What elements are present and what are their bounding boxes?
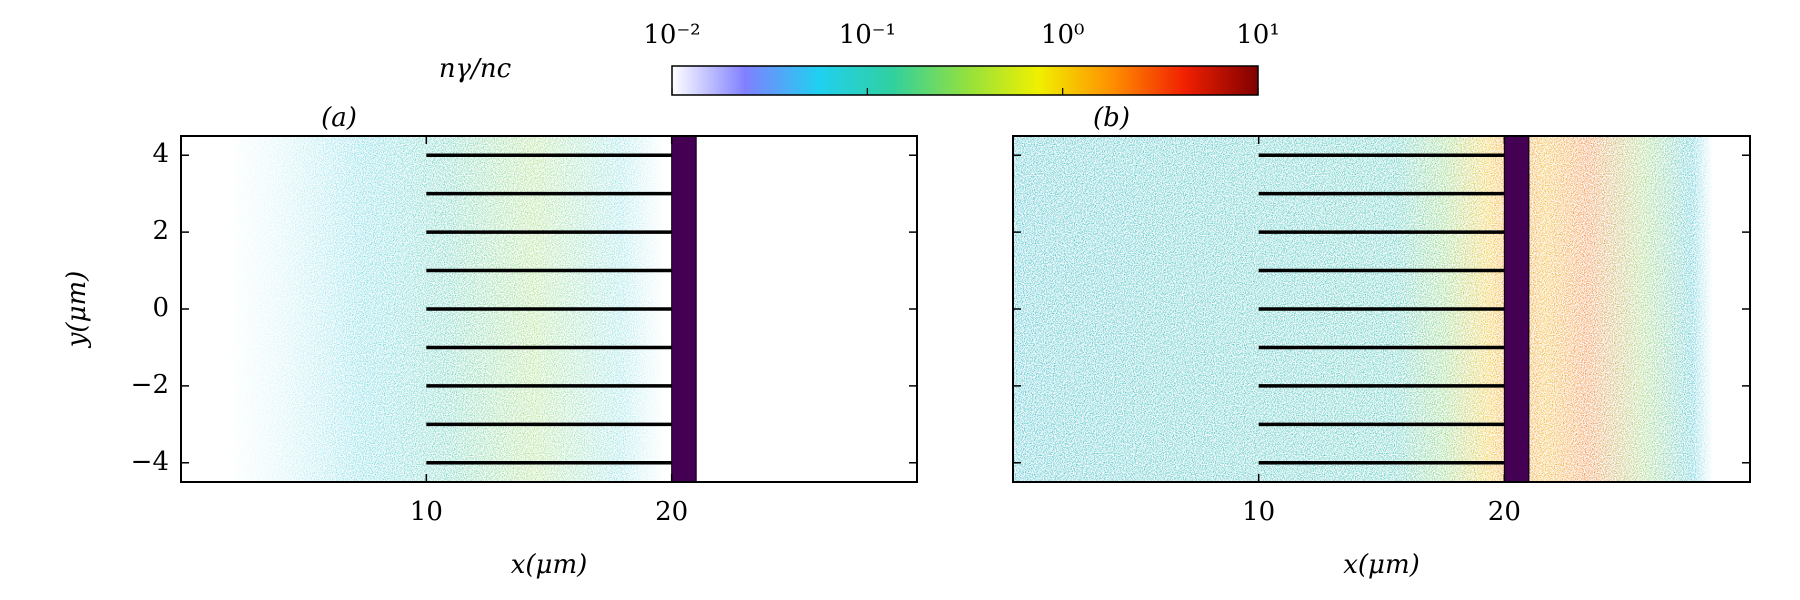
panel-label: (b) <box>1093 103 1130 133</box>
x-axis-label: x(μm) <box>1343 550 1420 580</box>
colorbar-tick-label: 10⁻² <box>643 20 700 50</box>
panel-label: (a) <box>321 103 357 133</box>
y-tick-label: −2 <box>131 370 169 400</box>
x-tick-label: 10 <box>1242 497 1275 527</box>
y-tick-label: 0 <box>152 293 169 323</box>
y-tick-label: 4 <box>152 139 169 169</box>
x-axis-label: x(μm) <box>511 550 588 580</box>
colorbar-tick-label: 10⁻¹ <box>839 20 896 50</box>
y-tick-label: −4 <box>131 447 169 477</box>
target-slab <box>1503 135 1530 483</box>
y-axis-label: y(μm) <box>62 271 92 349</box>
x-tick-label: 20 <box>1488 497 1521 527</box>
colorbar-tick-label: 10⁰ <box>1041 20 1085 50</box>
colorbar-tick-label: 10¹ <box>1236 20 1280 50</box>
colorbar-label: nγ/nc <box>439 54 512 84</box>
y-tick-label: 2 <box>152 216 169 246</box>
x-tick-label: 20 <box>655 497 688 527</box>
target-slab <box>671 135 697 483</box>
colorbar <box>671 65 1259 96</box>
x-tick-label: 10 <box>410 497 443 527</box>
